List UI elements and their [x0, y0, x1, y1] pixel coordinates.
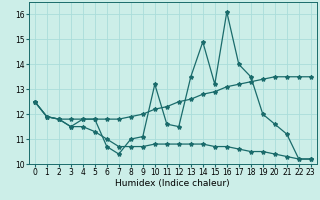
X-axis label: Humidex (Indice chaleur): Humidex (Indice chaleur)	[116, 179, 230, 188]
